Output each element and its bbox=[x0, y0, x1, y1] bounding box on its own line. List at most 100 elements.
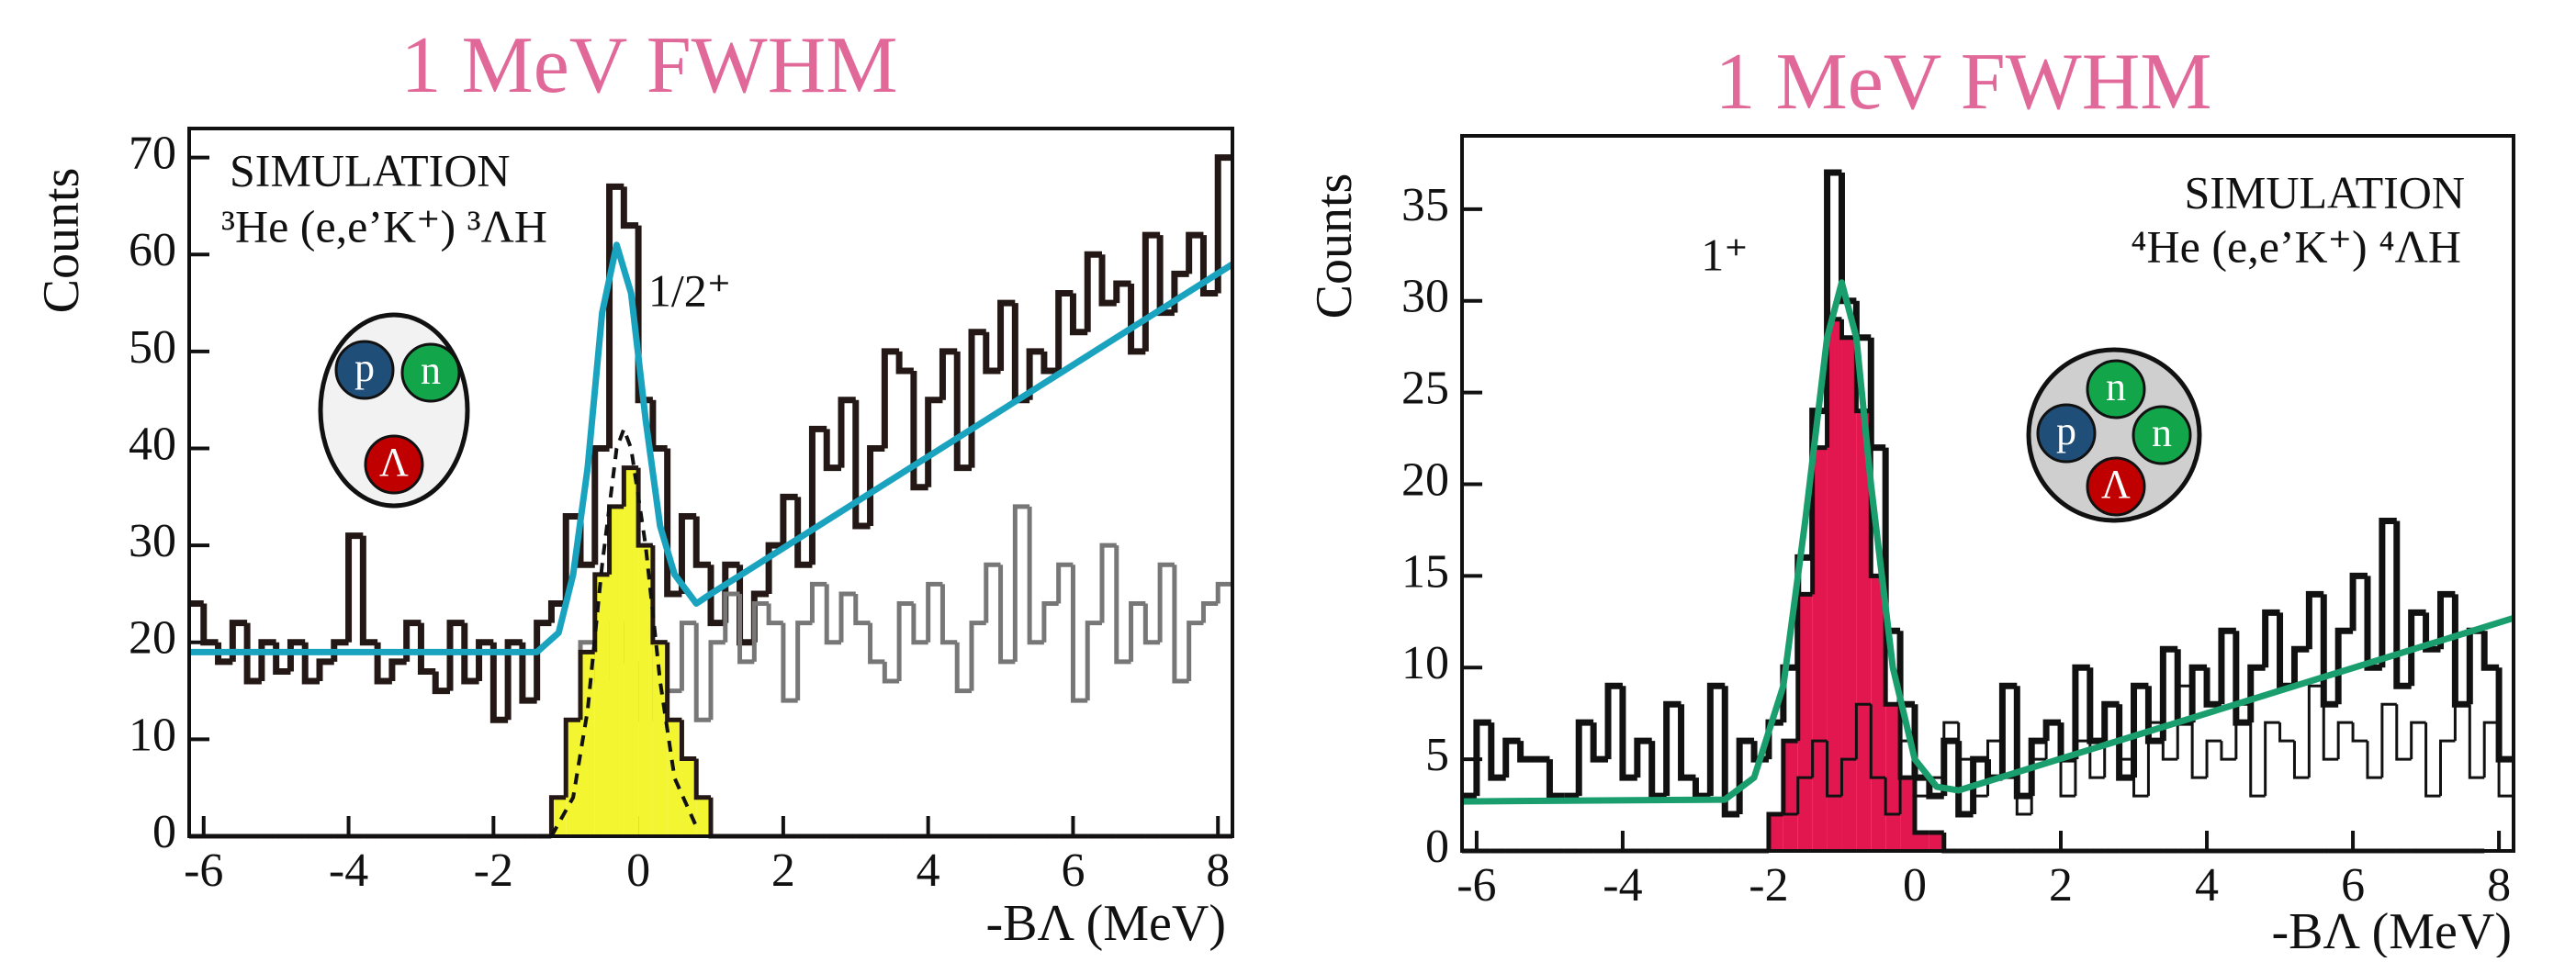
histogram-step bbox=[2408, 609, 2426, 687]
x-tick-label: -6 bbox=[184, 845, 223, 897]
histogram-series bbox=[1783, 684, 2514, 816]
histogram-step bbox=[1214, 154, 1232, 294]
histogram-step bbox=[301, 642, 320, 685]
histogram-step bbox=[1128, 283, 1146, 355]
histogram-bar bbox=[652, 642, 668, 836]
particle bbox=[2086, 359, 2146, 419]
histogram-step bbox=[2307, 684, 2324, 778]
histogram-step bbox=[649, 399, 668, 453]
histogram-step bbox=[895, 351, 914, 375]
histogram-step bbox=[534, 620, 552, 701]
histogram-step bbox=[693, 622, 711, 722]
histogram-bar bbox=[566, 720, 580, 836]
histogram-step bbox=[1839, 319, 1857, 341]
histogram-step bbox=[795, 621, 813, 701]
histogram-step bbox=[1026, 348, 1044, 400]
histogram-bar bbox=[1827, 319, 1842, 851]
histogram-bar bbox=[609, 506, 624, 836]
histogram-step bbox=[2495, 667, 2514, 763]
histogram-step bbox=[1663, 700, 1682, 797]
histogram-step bbox=[1826, 741, 1842, 798]
histogram-step bbox=[562, 512, 580, 604]
histogram-step bbox=[2203, 667, 2222, 708]
histogram-step bbox=[1114, 545, 1131, 665]
histogram-step bbox=[1129, 601, 1146, 662]
histogram-bar bbox=[1856, 410, 1872, 851]
histogram-step bbox=[1972, 759, 1988, 798]
histogram-step bbox=[2132, 759, 2149, 798]
y-axis-label: Counts bbox=[1306, 173, 1363, 319]
histogram-step bbox=[591, 445, 610, 565]
histogram-step bbox=[620, 186, 639, 229]
histogram-step bbox=[1502, 737, 1521, 778]
y-tick-label: 15 bbox=[1401, 545, 1449, 598]
reaction-label: ³He (e,e’K⁺) ³ΛH bbox=[221, 200, 547, 252]
histogram-step bbox=[882, 661, 900, 684]
histogram-step bbox=[1041, 351, 1059, 375]
histogram-step bbox=[2262, 609, 2280, 668]
histogram-step bbox=[2159, 645, 2178, 742]
histogram-step bbox=[2497, 722, 2514, 798]
x-tick-label: -4 bbox=[1603, 859, 1642, 912]
histogram-step bbox=[983, 331, 1001, 375]
histogram-step bbox=[925, 397, 943, 487]
y-tick-label: 0 bbox=[1425, 821, 1449, 873]
histogram-step bbox=[650, 545, 668, 645]
histogram-step bbox=[2380, 702, 2397, 778]
histogram-step bbox=[2423, 612, 2441, 653]
particle bbox=[2086, 456, 2146, 517]
histogram-step bbox=[1027, 506, 1044, 645]
histogram-step bbox=[388, 658, 407, 682]
histogram-step bbox=[780, 493, 798, 546]
histogram-step bbox=[1634, 737, 1652, 778]
histogram-step bbox=[2161, 722, 2178, 761]
histogram-step bbox=[2088, 741, 2105, 779]
histogram-step bbox=[939, 348, 958, 400]
histogram-step bbox=[678, 512, 697, 594]
histogram-bar bbox=[638, 545, 653, 836]
histogram-step bbox=[737, 593, 755, 665]
histogram-step bbox=[707, 565, 726, 627]
histogram-step bbox=[1896, 631, 1915, 708]
y-tick-label: 5 bbox=[1425, 729, 1449, 781]
histogram-step bbox=[1199, 235, 1219, 297]
histogram-step bbox=[2146, 721, 2164, 797]
plot-frame bbox=[187, 127, 1234, 838]
histogram-step bbox=[1692, 777, 1711, 800]
histogram-step bbox=[1839, 757, 1857, 797]
histogram-step bbox=[1070, 565, 1088, 703]
histogram-step bbox=[794, 497, 813, 568]
histogram-step bbox=[926, 581, 943, 643]
histogram-step bbox=[2118, 704, 2134, 761]
histogram-step bbox=[1098, 254, 1117, 307]
histogram-bar bbox=[580, 652, 595, 836]
histogram-step bbox=[1957, 722, 1974, 761]
particle-label: Λ bbox=[379, 440, 409, 485]
chart-title: 1 MeV FWHM bbox=[1715, 38, 2211, 127]
histogram-step bbox=[1678, 704, 1696, 781]
histogram-step bbox=[374, 642, 392, 685]
histogram-step bbox=[968, 329, 986, 468]
histogram-step bbox=[853, 593, 871, 626]
histogram-step bbox=[1619, 686, 1637, 781]
histogram-step bbox=[1575, 719, 1594, 797]
histogram-step bbox=[2379, 517, 2397, 668]
histogram-step bbox=[2059, 722, 2075, 798]
histogram-bar bbox=[594, 574, 610, 836]
x-axis-label: -BΛ (MeV) bbox=[2271, 903, 2512, 957]
y-tick-label: 20 bbox=[1401, 453, 1449, 506]
histogram-bar bbox=[1900, 777, 1915, 851]
histogram-step bbox=[881, 348, 900, 449]
histogram-step bbox=[1986, 739, 2003, 797]
histogram-step bbox=[2305, 590, 2324, 650]
histogram-bar bbox=[624, 467, 639, 836]
histogram-step bbox=[1766, 811, 1783, 851]
histogram-step bbox=[2176, 684, 2193, 760]
histogram-step bbox=[2218, 627, 2236, 705]
histogram-step bbox=[548, 795, 567, 836]
histogram-step bbox=[2410, 721, 2426, 760]
histogram-step bbox=[998, 565, 1016, 665]
nucleus bbox=[2026, 347, 2202, 523]
y-tick-label: 20 bbox=[129, 612, 176, 665]
histogram-bar bbox=[696, 797, 711, 836]
